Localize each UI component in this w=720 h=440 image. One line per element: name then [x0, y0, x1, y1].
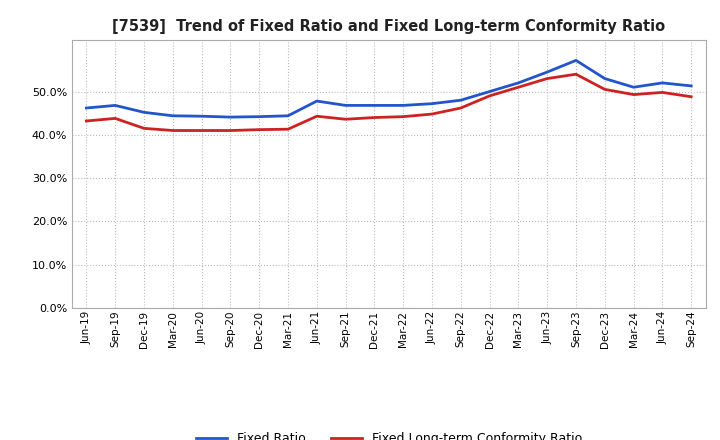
Fixed Ratio	[514, 80, 523, 85]
Fixed Long-term Conformity Ratio	[226, 128, 235, 133]
Fixed Long-term Conformity Ratio	[140, 126, 148, 131]
Fixed Long-term Conformity Ratio	[284, 127, 292, 132]
Fixed Long-term Conformity Ratio	[111, 116, 120, 121]
Fixed Long-term Conformity Ratio	[428, 111, 436, 117]
Fixed Ratio	[111, 103, 120, 108]
Fixed Ratio	[82, 105, 91, 110]
Fixed Long-term Conformity Ratio	[456, 105, 465, 110]
Fixed Ratio	[197, 114, 206, 119]
Title: [7539]  Trend of Fixed Ratio and Fixed Long-term Conformity Ratio: [7539] Trend of Fixed Ratio and Fixed Lo…	[112, 19, 665, 34]
Legend: Fixed Ratio, Fixed Long-term Conformity Ratio: Fixed Ratio, Fixed Long-term Conformity …	[191, 427, 587, 440]
Fixed Long-term Conformity Ratio	[572, 72, 580, 77]
Fixed Ratio	[312, 99, 321, 104]
Fixed Ratio	[428, 101, 436, 106]
Fixed Long-term Conformity Ratio	[485, 93, 494, 99]
Fixed Long-term Conformity Ratio	[312, 114, 321, 119]
Fixed Ratio	[543, 70, 552, 75]
Fixed Ratio	[600, 76, 609, 81]
Fixed Ratio	[226, 114, 235, 120]
Fixed Long-term Conformity Ratio	[629, 92, 638, 97]
Fixed Ratio	[658, 80, 667, 85]
Fixed Long-term Conformity Ratio	[658, 90, 667, 95]
Fixed Long-term Conformity Ratio	[399, 114, 408, 119]
Fixed Ratio	[629, 84, 638, 90]
Fixed Long-term Conformity Ratio	[82, 118, 91, 124]
Fixed Ratio	[370, 103, 379, 108]
Fixed Long-term Conformity Ratio	[543, 76, 552, 81]
Fixed Long-term Conformity Ratio	[687, 94, 696, 99]
Fixed Ratio	[255, 114, 264, 119]
Fixed Ratio	[341, 103, 350, 108]
Fixed Ratio	[456, 98, 465, 103]
Fixed Long-term Conformity Ratio	[255, 127, 264, 132]
Fixed Ratio	[168, 113, 177, 118]
Line: Fixed Long-term Conformity Ratio: Fixed Long-term Conformity Ratio	[86, 74, 691, 131]
Fixed Long-term Conformity Ratio	[600, 87, 609, 92]
Fixed Ratio	[572, 58, 580, 63]
Fixed Long-term Conformity Ratio	[197, 128, 206, 133]
Line: Fixed Ratio: Fixed Ratio	[86, 60, 691, 117]
Fixed Ratio	[284, 113, 292, 118]
Fixed Long-term Conformity Ratio	[168, 128, 177, 133]
Fixed Long-term Conformity Ratio	[341, 117, 350, 122]
Fixed Ratio	[687, 83, 696, 88]
Fixed Long-term Conformity Ratio	[370, 115, 379, 120]
Fixed Ratio	[399, 103, 408, 108]
Fixed Ratio	[485, 89, 494, 94]
Fixed Ratio	[140, 110, 148, 115]
Fixed Long-term Conformity Ratio	[514, 84, 523, 90]
